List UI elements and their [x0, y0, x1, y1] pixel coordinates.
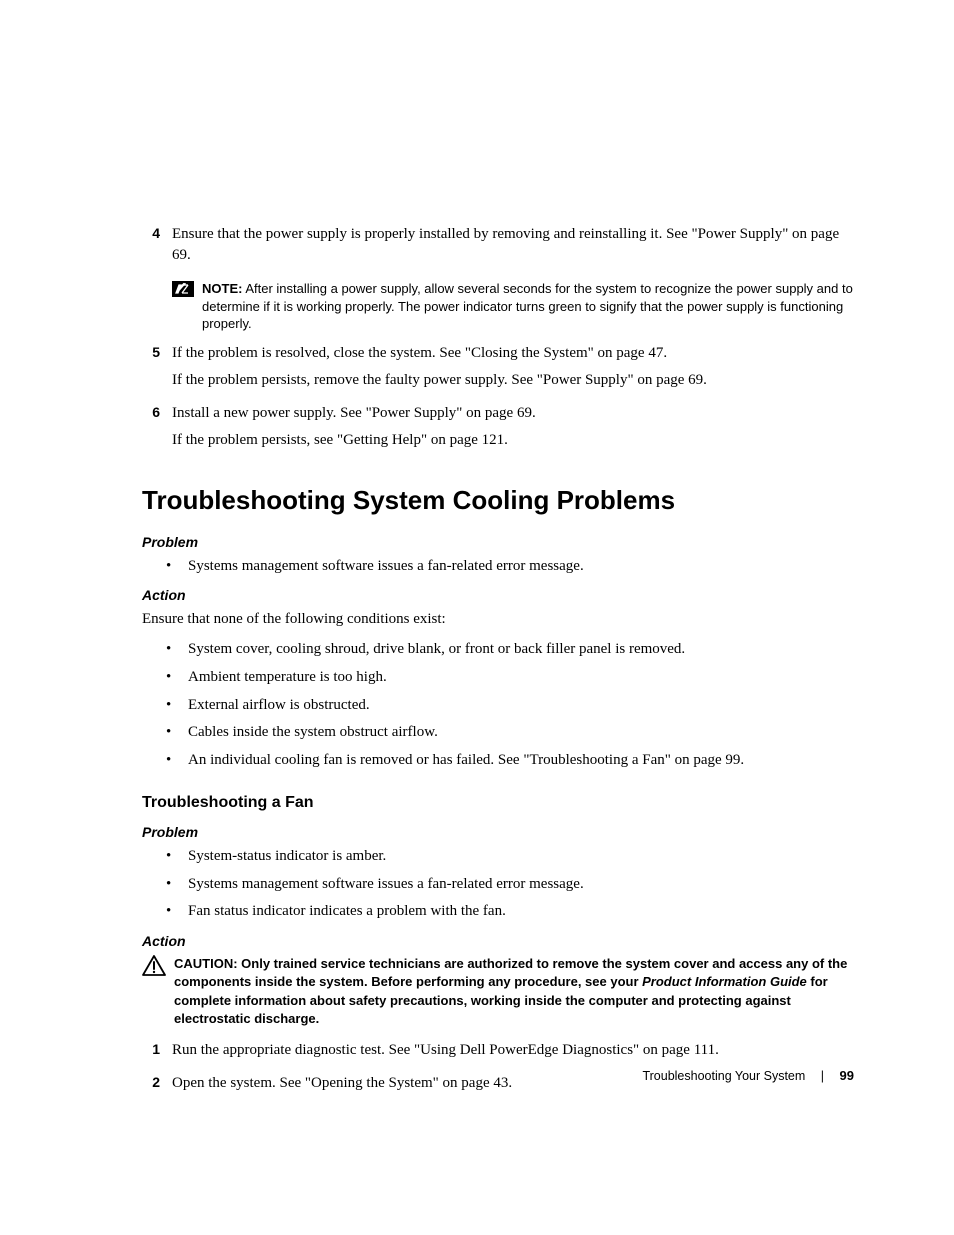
list-item: Systems management software issues a fan…: [142, 874, 854, 896]
list-item: Ambient temperature is too high.: [142, 667, 854, 689]
problem-heading: Problem: [142, 824, 854, 840]
note-content: After installing a power supply, allow s…: [202, 281, 853, 331]
list-item: System-status indicator is amber.: [142, 846, 854, 868]
step-text: If the problem is resolved, close the sy…: [172, 343, 854, 364]
note-block: NOTE: After installing a power supply, a…: [172, 280, 854, 333]
step-5: 5 If the problem is resolved, close the …: [142, 343, 854, 397]
problem-list: Systems management software issues a fan…: [142, 556, 854, 578]
step-number: 5: [142, 343, 172, 397]
step-body: Ensure that the power supply is properly…: [172, 224, 854, 272]
step-text: If the problem persists, remove the faul…: [172, 370, 854, 391]
note-text: NOTE: After installing a power supply, a…: [202, 280, 854, 333]
heading-fan: Troubleshooting a Fan: [142, 794, 854, 812]
caution-icon: [142, 955, 168, 981]
note-label: NOTE:: [202, 281, 242, 296]
problem-heading: Problem: [142, 534, 854, 550]
footer-page-number: 99: [840, 1068, 854, 1083]
step-number: 6: [142, 403, 172, 457]
document-page: 4 Ensure that the power supply is proper…: [0, 0, 954, 1100]
step-body: Install a new power supply. See "Power S…: [172, 403, 854, 457]
action-heading: Action: [142, 587, 854, 603]
action-list: System cover, cooling shroud, drive blan…: [142, 639, 854, 772]
list-item: System cover, cooling shroud, drive blan…: [142, 639, 854, 661]
list-item: Fan status indicator indicates a problem…: [142, 901, 854, 923]
step-text: Ensure that the power supply is properly…: [172, 224, 854, 266]
footer-separator: |: [821, 1069, 824, 1083]
caution-block: CAUTION: Only trained service technician…: [142, 955, 854, 1028]
step-number: 2: [142, 1073, 172, 1100]
caution-text: CAUTION: Only trained service technician…: [174, 955, 854, 1028]
step-number: 1: [142, 1040, 172, 1067]
step-text: If the problem persists, see "Getting He…: [172, 430, 854, 451]
footer-section: Troubleshooting Your System: [642, 1069, 805, 1083]
step-text: Install a new power supply. See "Power S…: [172, 403, 854, 424]
step-body: Run the appropriate diagnostic test. See…: [172, 1040, 854, 1067]
caution-label: CAUTION:: [174, 956, 238, 971]
step-body: If the problem is resolved, close the sy…: [172, 343, 854, 397]
caution-pig: Product Information Guide: [642, 974, 807, 989]
heading-cooling: Troubleshooting System Cooling Problems: [142, 485, 854, 516]
note-icon: [172, 281, 194, 297]
step-text: Run the appropriate diagnostic test. See…: [172, 1040, 854, 1061]
step-number: 4: [142, 224, 172, 272]
step-4: 4 Ensure that the power supply is proper…: [142, 224, 854, 272]
list-item: Cables inside the system obstruct airflo…: [142, 722, 854, 744]
action-intro: Ensure that none of the following condit…: [142, 609, 854, 631]
action-heading: Action: [142, 933, 854, 949]
list-item: An individual cooling fan is removed or …: [142, 750, 854, 772]
page-footer: Troubleshooting Your System | 99: [642, 1068, 854, 1083]
fan-problem-list: System-status indicator is amber. System…: [142, 846, 854, 923]
fan-step-1: 1 Run the appropriate diagnostic test. S…: [142, 1040, 854, 1067]
step-6: 6 Install a new power supply. See "Power…: [142, 403, 854, 457]
list-item: External airflow is obstructed.: [142, 695, 854, 717]
list-item: Systems management software issues a fan…: [142, 556, 854, 578]
